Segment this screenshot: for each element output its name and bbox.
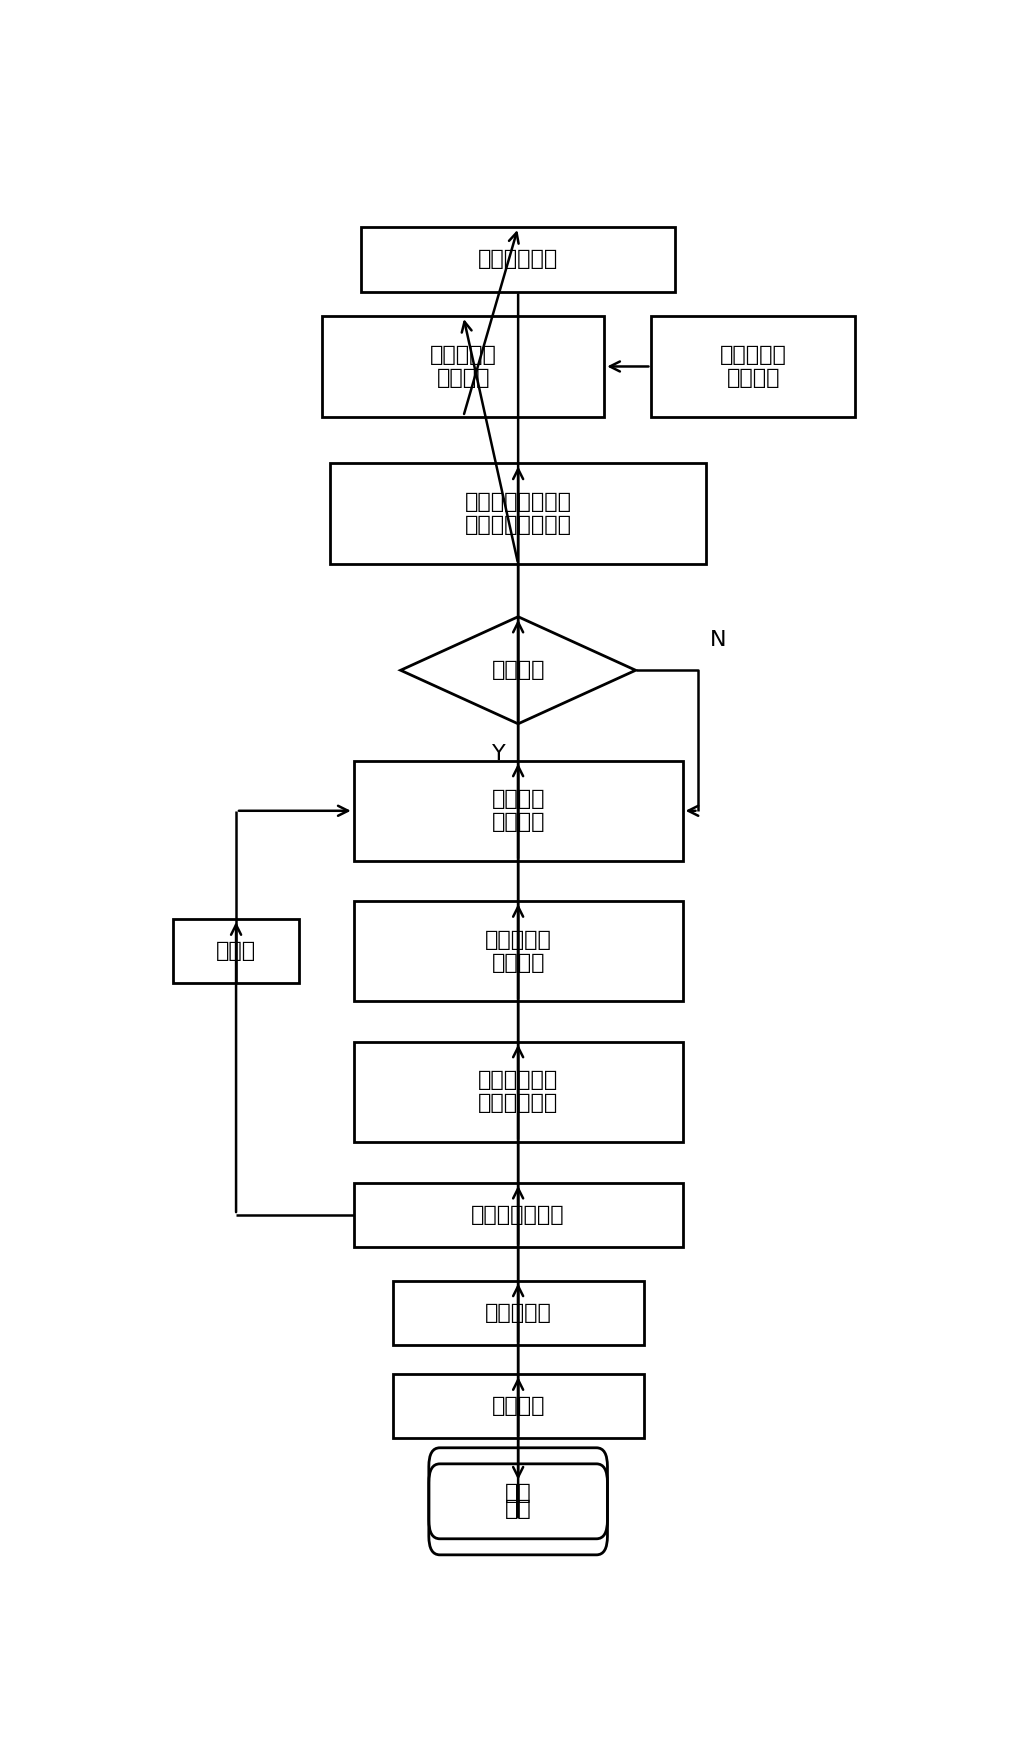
Text: 小波神经网络
结构参数确定: 小波神经网络 结构参数确定 [478, 1071, 558, 1114]
Text: 调相机绝缘
实时状态: 调相机绝缘 实时状态 [430, 344, 496, 388]
Text: 数据采集: 数据采集 [491, 1396, 545, 1416]
Text: 小波神经网
络初始化: 小波神经网 络初始化 [484, 930, 552, 973]
Text: 数据预处理: 数据预处理 [484, 1302, 552, 1323]
Text: 输出预测结果: 输出预测结果 [478, 250, 558, 269]
Text: 结束: 结束 [504, 1500, 532, 1519]
Text: 学习样本集确定: 学习样本集确定 [471, 1204, 565, 1225]
Text: 训练集: 训练集 [216, 942, 256, 961]
Text: 结构和权值已经确
定的小波神经网络: 结构和权值已经确 定的小波神经网络 [465, 492, 571, 535]
Text: 训练结束: 训练结束 [491, 660, 545, 680]
Text: 调相机绝缘
实时信息: 调相机绝缘 实时信息 [720, 344, 787, 388]
Text: N: N [710, 631, 727, 650]
Text: Y: Y [491, 744, 506, 765]
Text: 开始: 开始 [504, 1483, 532, 1503]
Text: 小波神经
网络训练: 小波神经 网络训练 [491, 789, 545, 833]
